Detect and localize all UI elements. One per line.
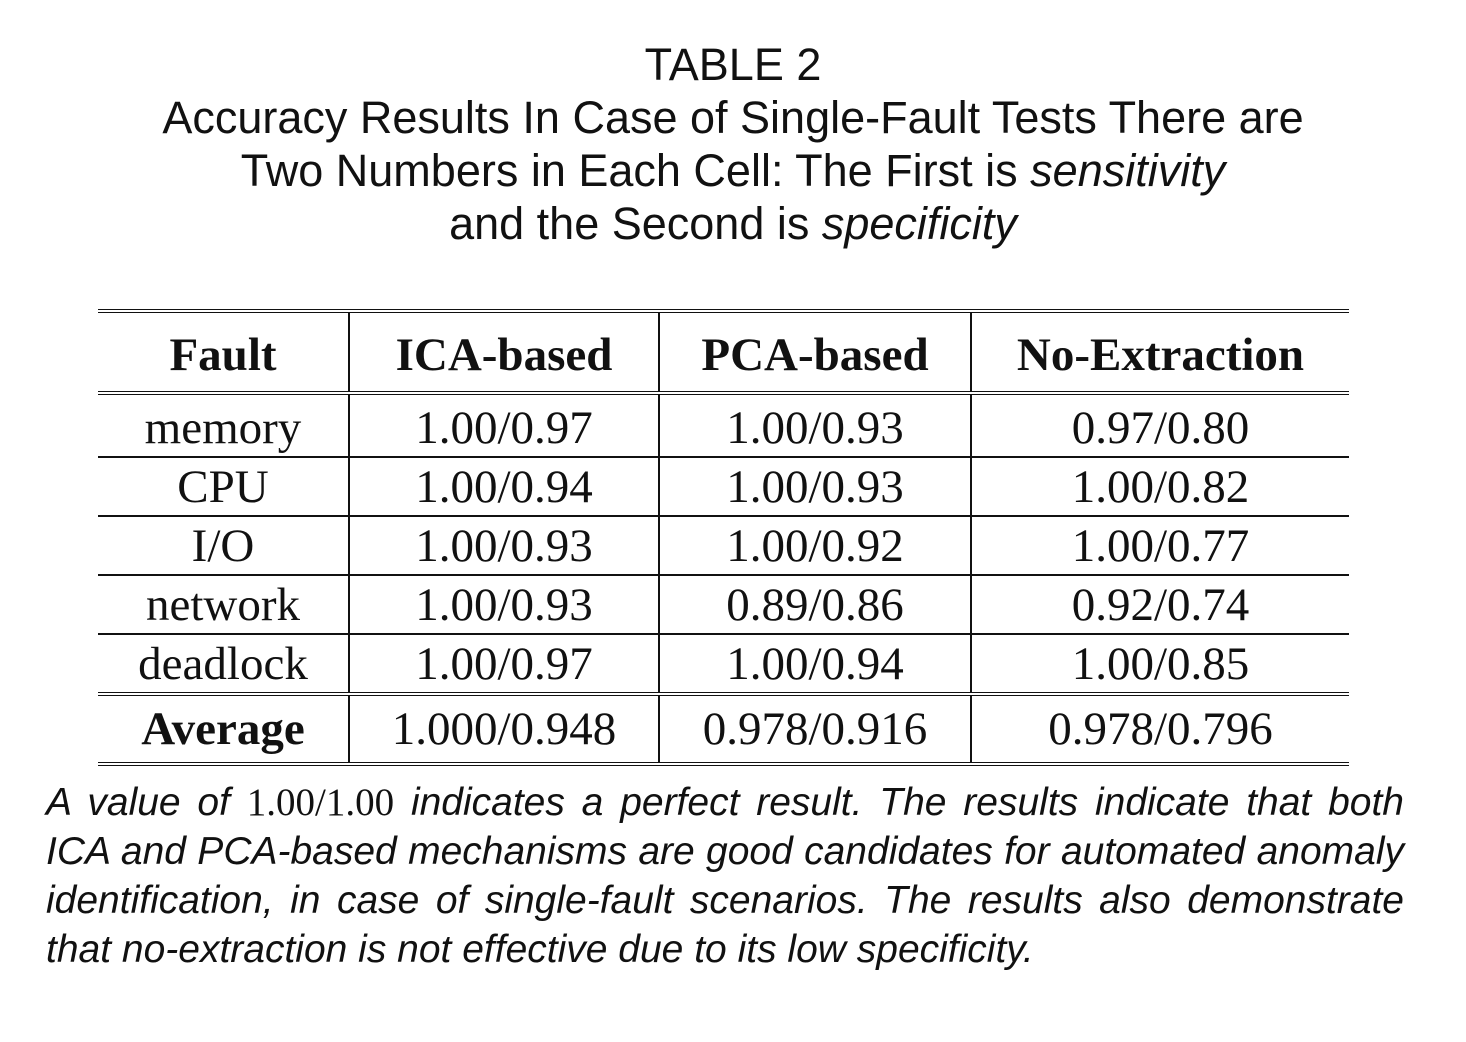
header-fault: Fault xyxy=(98,309,349,395)
caption-sensitivity: sensitivity xyxy=(1030,145,1226,196)
no-extraction-value: 0.92/0.74 xyxy=(970,575,1349,635)
fault-name: deadlock xyxy=(138,637,308,690)
header-no-extraction: No-Extraction xyxy=(970,309,1349,395)
caption-line-3: and the Second is specificity xyxy=(0,197,1466,250)
table-row: network 1.00/0.93 0.89/0.86 0.92/0.74 xyxy=(98,575,1349,635)
fault-name: network xyxy=(98,575,349,635)
header-row: Fault ICA-based PCA-based No-Extraction xyxy=(98,309,1349,395)
no-extraction-value: 1.00/0.77 xyxy=(970,516,1349,576)
table-note: A value of 1.00/1.00 indicates a perfect… xyxy=(46,778,1404,974)
average-row: Average 1.000/0.948 0.978/0.916 0.978/0.… xyxy=(98,692,1349,766)
note-math-value: 1.00/1.00 xyxy=(246,781,395,824)
header-pca: PCA-based xyxy=(658,309,971,395)
results-table-container: Fault ICA-based PCA-based No-Extraction … xyxy=(98,309,1349,766)
pca-value: 1.00/0.94 xyxy=(658,634,971,694)
ica-value: 1.00/0.94 xyxy=(348,457,659,517)
average-pca: 0.978/0.916 xyxy=(658,692,971,766)
caption-line-1: Accuracy Results In Case of Single-Fault… xyxy=(162,92,1304,143)
pca-value: 1.00/0.92 xyxy=(658,516,971,576)
fault-name: CPU xyxy=(98,457,349,517)
caption-line-2-text: Two Numbers in Each Cell: The First is xyxy=(240,145,1031,196)
table-row: I/O 1.00/0.93 1.00/0.92 1.00/0.77 xyxy=(98,516,1349,576)
ica-value: 1.00/0.97 xyxy=(348,393,659,458)
results-table: Fault ICA-based PCA-based No-Extraction … xyxy=(98,309,1349,766)
note-text: indicates a perfect result. The results … xyxy=(46,781,1404,971)
table-label: TABLE 2 xyxy=(644,39,822,90)
table-row: deadlock 1.00/0.97 1.00/0.94 1.00/0.85 xyxy=(98,634,1349,694)
caption-line-2: Two Numbers in Each Cell: The First is s… xyxy=(0,144,1466,197)
caption-line-3-text: and the Second is xyxy=(449,198,822,249)
no-extraction-value: 1.00/0.82 xyxy=(970,457,1349,517)
no-extraction-value: 1.00/0.85 xyxy=(970,634,1349,694)
caption-specificity: specificity xyxy=(821,198,1017,249)
table-row: CPU 1.00/0.94 1.00/0.93 1.00/0.82 xyxy=(98,457,1349,517)
average-no-extraction: 0.978/0.796 xyxy=(970,692,1349,766)
fault-name: memory xyxy=(98,393,349,458)
table-caption: TABLE 2 Accuracy Results In Case of Sing… xyxy=(0,38,1466,250)
fault-name: I/O xyxy=(98,516,349,576)
pca-value: 1.00/0.93 xyxy=(658,457,971,517)
pca-value: 0.89/0.86 xyxy=(658,575,971,635)
table-row: memory 1.00/0.97 1.00/0.93 0.97/0.80 xyxy=(98,393,1349,458)
average-label: Average xyxy=(98,692,349,766)
average-ica: 1.000/0.948 xyxy=(348,692,659,766)
no-extraction-value: 0.97/0.80 xyxy=(970,393,1349,458)
ica-value: 1.00/0.93 xyxy=(348,516,659,576)
ica-value: 1.00/0.93 xyxy=(348,575,659,635)
pca-value: 1.00/0.93 xyxy=(658,393,971,458)
ica-value: 1.00/0.97 xyxy=(348,634,659,694)
header-ica: ICA-based xyxy=(348,309,659,395)
note-prefix: A value of xyxy=(46,781,247,824)
